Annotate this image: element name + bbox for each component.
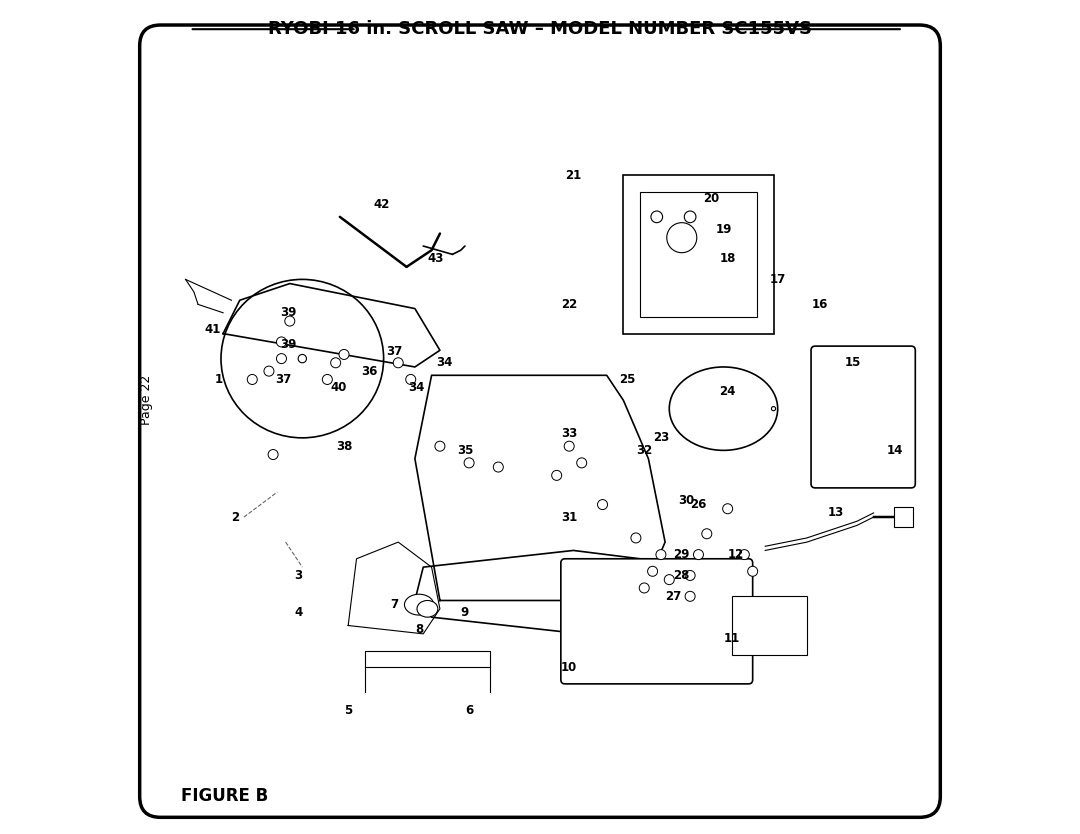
Ellipse shape bbox=[221, 279, 383, 438]
FancyBboxPatch shape bbox=[561, 559, 753, 684]
Text: 2: 2 bbox=[231, 510, 240, 524]
Text: Page 22: Page 22 bbox=[139, 375, 153, 425]
Circle shape bbox=[666, 223, 697, 253]
Circle shape bbox=[685, 211, 696, 223]
Bar bbox=[894, 507, 913, 527]
Text: 11: 11 bbox=[724, 631, 740, 645]
Text: 18: 18 bbox=[719, 252, 735, 265]
Text: 15: 15 bbox=[845, 356, 861, 369]
Circle shape bbox=[339, 349, 349, 359]
Text: 16: 16 bbox=[811, 298, 827, 311]
Text: 10: 10 bbox=[562, 661, 578, 674]
Text: 17: 17 bbox=[770, 273, 786, 286]
Circle shape bbox=[330, 358, 340, 368]
Circle shape bbox=[747, 566, 758, 576]
Circle shape bbox=[656, 550, 666, 560]
Text: 14: 14 bbox=[887, 444, 903, 457]
Text: 40: 40 bbox=[330, 381, 347, 394]
Text: 41: 41 bbox=[204, 323, 220, 336]
Text: 13: 13 bbox=[828, 506, 845, 520]
Polygon shape bbox=[415, 550, 724, 651]
Text: 4: 4 bbox=[294, 606, 302, 620]
Circle shape bbox=[276, 354, 286, 364]
FancyBboxPatch shape bbox=[811, 346, 916, 488]
Text: 39: 39 bbox=[280, 338, 296, 351]
Ellipse shape bbox=[298, 354, 307, 363]
Polygon shape bbox=[415, 375, 665, 600]
Circle shape bbox=[664, 575, 674, 585]
Bar bbox=[623, 175, 773, 334]
Text: 8: 8 bbox=[415, 623, 423, 636]
Ellipse shape bbox=[670, 367, 778, 450]
Circle shape bbox=[435, 441, 445, 451]
Circle shape bbox=[464, 458, 474, 468]
Text: 25: 25 bbox=[620, 373, 636, 386]
Text: 26: 26 bbox=[690, 498, 706, 511]
Circle shape bbox=[322, 374, 333, 384]
Text: 24: 24 bbox=[719, 385, 735, 399]
Circle shape bbox=[685, 591, 696, 601]
Text: RYOBI 16 in. SCROLL SAW – MODEL NUMBER SC155VS: RYOBI 16 in. SCROLL SAW – MODEL NUMBER S… bbox=[268, 20, 812, 38]
Text: 21: 21 bbox=[565, 168, 581, 182]
Text: 36: 36 bbox=[361, 364, 377, 378]
Text: 23: 23 bbox=[652, 431, 669, 445]
Circle shape bbox=[564, 441, 575, 451]
Text: 30: 30 bbox=[678, 494, 694, 507]
Text: 43: 43 bbox=[428, 252, 444, 265]
Circle shape bbox=[276, 337, 286, 347]
Text: 34: 34 bbox=[408, 381, 424, 394]
Text: 3: 3 bbox=[294, 569, 302, 582]
Text: 22: 22 bbox=[562, 298, 578, 311]
Ellipse shape bbox=[417, 600, 437, 617]
Circle shape bbox=[268, 450, 279, 460]
Circle shape bbox=[552, 470, 562, 480]
Ellipse shape bbox=[405, 594, 434, 615]
Circle shape bbox=[648, 566, 658, 576]
Circle shape bbox=[393, 358, 403, 368]
Text: 39: 39 bbox=[280, 306, 296, 319]
Text: 7: 7 bbox=[390, 598, 399, 611]
Text: 35: 35 bbox=[457, 444, 473, 457]
Circle shape bbox=[494, 462, 503, 472]
Circle shape bbox=[631, 533, 640, 543]
Text: 1: 1 bbox=[215, 373, 222, 386]
Text: 32: 32 bbox=[636, 444, 652, 457]
Text: 33: 33 bbox=[562, 427, 578, 440]
Text: 6: 6 bbox=[465, 704, 473, 717]
Polygon shape bbox=[224, 284, 440, 367]
Circle shape bbox=[264, 366, 274, 376]
Text: 9: 9 bbox=[461, 606, 469, 620]
Polygon shape bbox=[348, 542, 440, 634]
Text: 42: 42 bbox=[374, 198, 390, 211]
Ellipse shape bbox=[771, 407, 775, 410]
Circle shape bbox=[577, 458, 586, 468]
Text: 19: 19 bbox=[715, 223, 731, 236]
Text: 37: 37 bbox=[275, 373, 292, 386]
Text: 37: 37 bbox=[386, 345, 402, 359]
Bar bbox=[640, 192, 757, 317]
Text: 34: 34 bbox=[436, 356, 453, 369]
Text: 38: 38 bbox=[336, 440, 352, 453]
Text: 28: 28 bbox=[674, 569, 690, 582]
Circle shape bbox=[693, 550, 703, 560]
Text: 20: 20 bbox=[703, 192, 719, 205]
Text: 31: 31 bbox=[562, 510, 578, 524]
Text: 12: 12 bbox=[728, 548, 744, 561]
Circle shape bbox=[685, 570, 696, 580]
Text: 5: 5 bbox=[345, 704, 352, 717]
Bar bbox=[732, 596, 807, 655]
Circle shape bbox=[723, 504, 732, 514]
Circle shape bbox=[285, 316, 295, 326]
Circle shape bbox=[247, 374, 257, 384]
Circle shape bbox=[702, 529, 712, 539]
Circle shape bbox=[597, 500, 608, 510]
Circle shape bbox=[639, 583, 649, 593]
Circle shape bbox=[406, 374, 416, 384]
Text: 29: 29 bbox=[674, 548, 690, 561]
Text: FIGURE B: FIGURE B bbox=[181, 787, 269, 806]
Circle shape bbox=[651, 211, 663, 223]
Circle shape bbox=[740, 550, 750, 560]
Text: 27: 27 bbox=[665, 590, 681, 603]
